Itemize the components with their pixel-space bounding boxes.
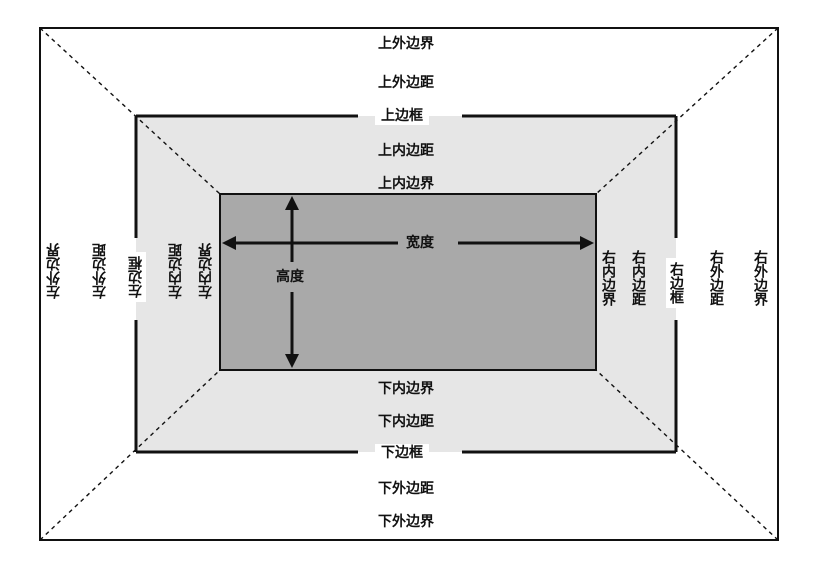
content-area: [219, 193, 597, 371]
label-bottom-outer-boundary: 下外边界: [378, 514, 434, 530]
label-right-inner-boundary: 右内边界: [600, 250, 616, 306]
label-right-inner-padding: 右内边距: [630, 250, 646, 306]
label-right-outer-margin: 右外边距: [708, 250, 724, 306]
label-bottom-inner-padding: 下内边距: [378, 414, 434, 430]
label-top-inner-boundary: 上内边界: [378, 176, 434, 192]
label-right-border: 右边框: [666, 258, 686, 308]
diagonal-bottom-left: [39, 369, 221, 541]
label-top-inner-padding: 上内边距: [378, 143, 434, 159]
label-left-inner-padding: 左内边距: [168, 243, 184, 299]
diagonal-top-left: [39, 27, 221, 195]
diagonal-top-right: [595, 27, 779, 195]
diagonal-bottom-right: [595, 369, 779, 541]
width-arrow: [222, 236, 594, 250]
label-bottom-outer-margin: 下外边距: [378, 481, 434, 497]
label-top-border: 上边框: [375, 107, 429, 125]
label-left-outer-boundary: 左外边界: [46, 243, 62, 299]
height-arrow: [285, 196, 299, 368]
label-bottom-inner-boundary: 下内边界: [378, 381, 434, 397]
label-left-border: 左边框: [126, 252, 146, 302]
label-right-outer-boundary: 右外边界: [752, 250, 768, 306]
label-left-inner-boundary: 左内边界: [198, 243, 214, 299]
label-left-outer-margin: 左外边距: [92, 243, 108, 299]
label-top-outer-boundary: 上外边界: [378, 36, 434, 52]
label-width: 宽度: [406, 235, 434, 251]
label-top-outer-margin: 上外边距: [378, 75, 434, 91]
label-height: 高度: [276, 269, 304, 285]
border-outline: [134, 114, 678, 454]
label-bottom-border: 下边框: [375, 444, 429, 462]
